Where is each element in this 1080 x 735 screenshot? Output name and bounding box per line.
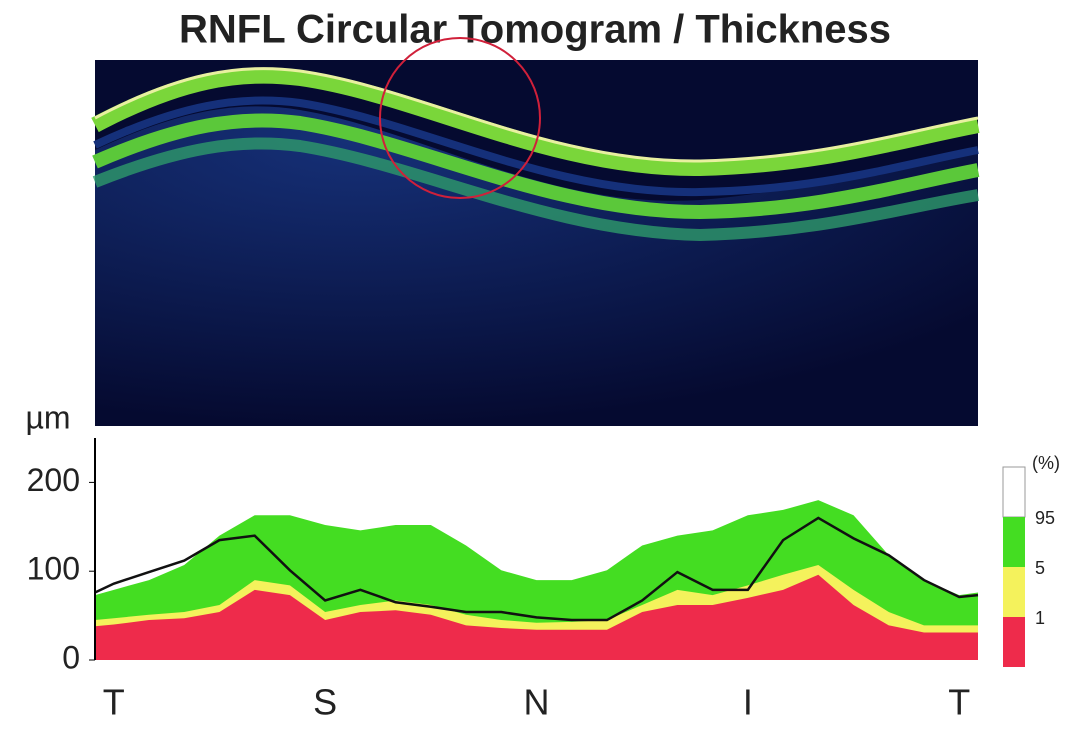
y-axis-label: µm [25,399,70,435]
x-tick-label: N [524,682,550,723]
thickness-line [94,516,979,622]
legend-swatch [1003,567,1025,617]
legend-label: 95 [1035,508,1055,528]
legend-title: (%) [1032,453,1060,473]
legend-label: 5 [1035,558,1045,578]
legend-swatch [1003,517,1025,567]
legend-label: 1 [1035,608,1045,628]
tomogram [91,37,980,427]
x-tick-label: S [313,682,337,723]
x-tick-label: T [103,682,125,723]
x-tick-label: T [948,682,970,723]
y-tick-label: 200 [27,462,80,498]
x-tick-label: I [743,682,753,723]
legend-swatch [1002,466,1026,518]
y-tick-label: 100 [27,551,80,587]
chart-title: RNFL Circular Tomogram / Thickness [179,8,891,52]
legend-swatch [1003,617,1025,667]
y-tick-label: 0 [62,639,80,675]
band-area [95,574,978,660]
